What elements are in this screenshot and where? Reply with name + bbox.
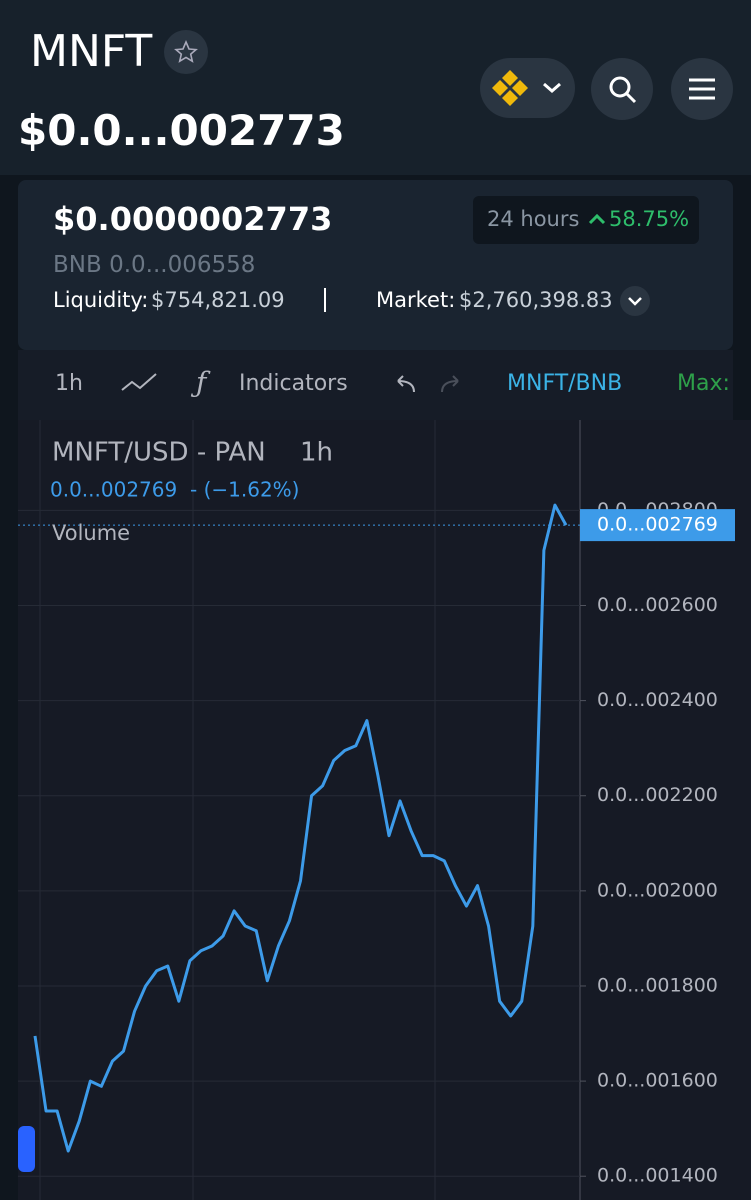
pair-button[interactable]: MNFT/BNB <box>507 371 623 396</box>
y-tick-label: 0.0...001600 <box>597 1070 718 1092</box>
y-tick-label: 0.0...002000 <box>597 879 718 901</box>
search-button[interactable] <box>591 58 653 120</box>
price-line <box>33 503 568 1153</box>
y-tick-label: 0.0...001400 <box>597 1165 718 1187</box>
interval-button[interactable]: 1h <box>55 371 83 396</box>
separator <box>324 288 326 312</box>
change-value: 58.75% <box>609 207 690 231</box>
card-price: $0.0000002773 <box>53 200 333 238</box>
y-tick-label: 0.0...001800 <box>597 974 718 996</box>
bnb-price: BNB 0.0...006558 <box>53 252 256 278</box>
legend-change: - (−1.62%) <box>190 478 299 502</box>
chart-type-button[interactable] <box>120 370 160 396</box>
undo-redo[interactable] <box>388 372 468 398</box>
change-badge <box>473 196 699 244</box>
liquidity-value: $754,821.09 <box>151 288 285 312</box>
volume-label: Volume <box>52 521 130 545</box>
token-title: MNFT <box>30 26 153 77</box>
fx-icon: ƒ <box>196 366 207 399</box>
favorite-button[interactable] <box>164 30 208 74</box>
chain-selector[interactable] <box>480 58 575 118</box>
chart-interval: 1h <box>300 438 333 468</box>
y-tick-label: 0.0...002400 <box>597 689 718 711</box>
last-price-label: 0.0...002769 <box>597 514 718 536</box>
market-label: Market: <box>376 288 456 312</box>
last-price-box <box>580 509 735 542</box>
market-value: $2,760,398.83 <box>459 288 613 312</box>
y-tick-label: 0.0...002600 <box>597 594 718 616</box>
menu-button[interactable] <box>671 58 733 120</box>
header-price: $0.0...002773 <box>18 106 345 155</box>
price-chart: 0.0...001400 0.0...001600 0.0...001800 0.0.… <box>18 420 751 1200</box>
side-tab <box>18 1126 35 1172</box>
y-tick-label: 0.0...002200 <box>597 784 718 806</box>
chart-title: MNFT/USD - PAN <box>52 438 266 468</box>
up-arrow <box>588 213 606 225</box>
period-label: 24 hours <box>487 207 580 231</box>
expand-button[interactable] <box>620 286 650 316</box>
liquidity-label: Liquidity: <box>53 288 149 312</box>
indicators-button[interactable]: Indicators <box>239 371 348 396</box>
legend-value: 0.0...002769 <box>50 478 177 502</box>
max-button[interactable]: Max: <box>677 371 730 396</box>
